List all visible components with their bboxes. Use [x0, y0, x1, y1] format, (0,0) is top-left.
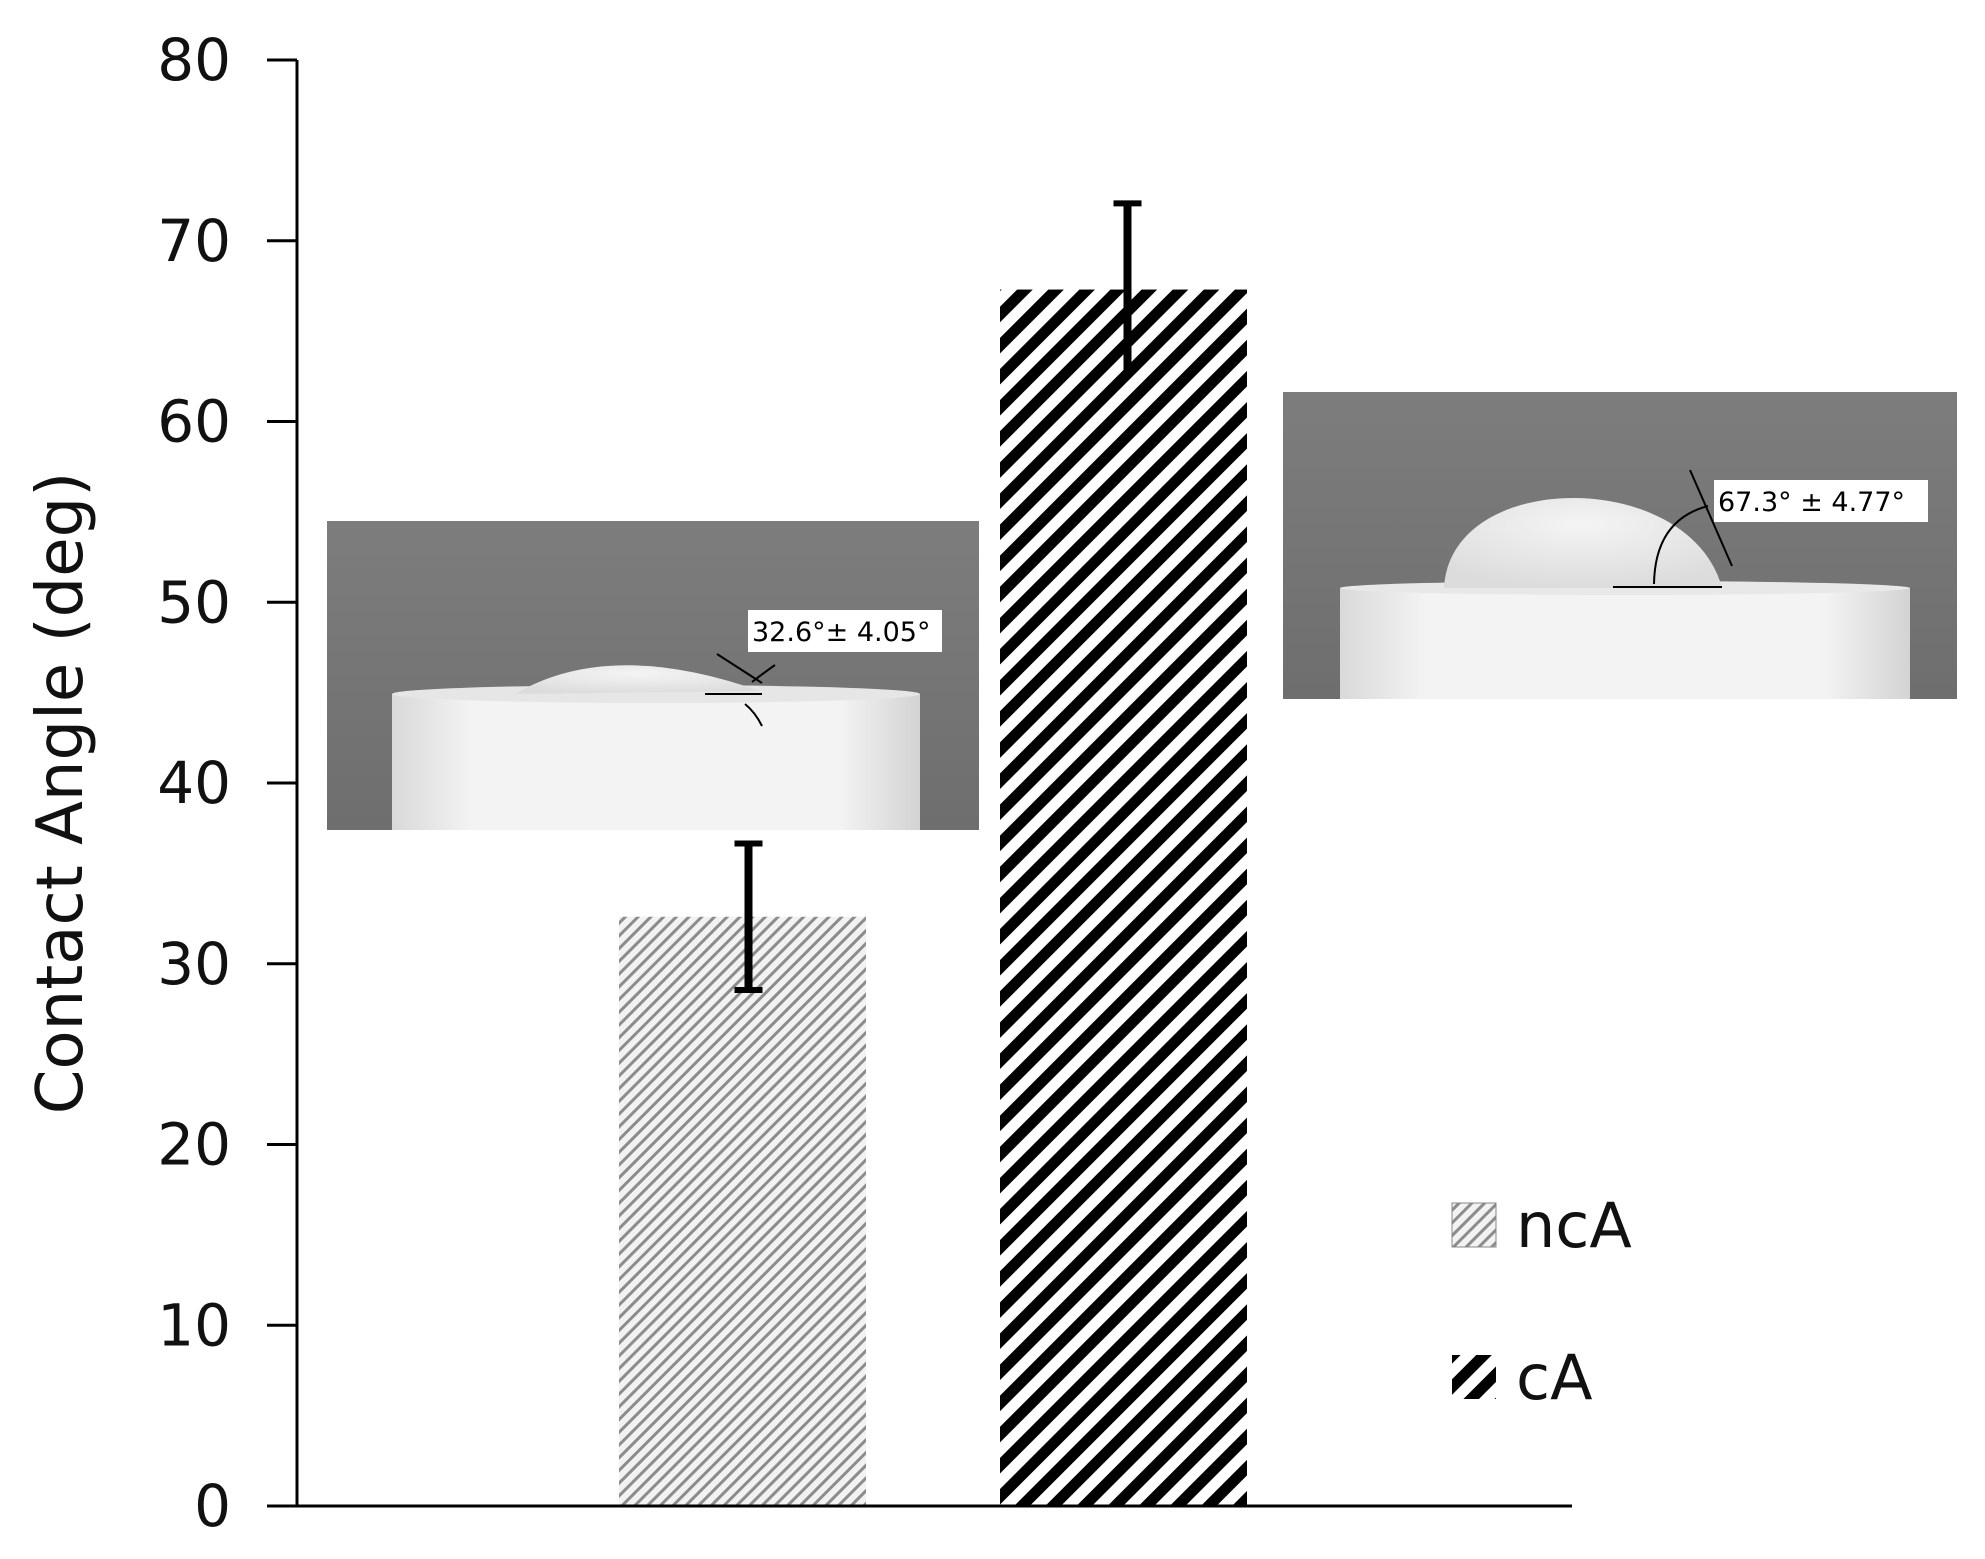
legend-label-cA: cA	[1516, 1341, 1593, 1414]
y-tick-label-80: 80	[157, 26, 231, 94]
axes-layer: 0 10 20 30 40 50 60 70 80 Contact Angle (deg)	[24, 26, 1572, 1540]
y-tick-label-70: 70	[157, 207, 231, 275]
y-tick-label-50: 50	[157, 568, 231, 636]
droplet-photo-cA: 67.3° ± 4.77°	[1283, 392, 1957, 699]
legend-label-ncA: ncA	[1516, 1189, 1632, 1262]
errorbars-layer	[734, 200, 1142, 993]
y-tick-label-60: 60	[157, 388, 231, 456]
y-tick-label-10: 10	[157, 1291, 231, 1359]
y-tick-label-0: 0	[194, 1472, 231, 1540]
bar-cA	[1000, 289, 1247, 1506]
y-tick-label-20: 20	[157, 1111, 231, 1179]
bar-ncA	[619, 916, 866, 1506]
inset-label-cA: 67.3° ± 4.77°	[1718, 487, 1905, 518]
legend: ncA cA	[1451, 1189, 1632, 1414]
y-axis-title: Contact Angle (deg)	[24, 472, 98, 1114]
y-tick-label-40: 40	[157, 749, 231, 817]
droplet-photo-ncA: 32.6°± 4.05°	[327, 521, 979, 830]
legend-swatch-ncA	[1451, 1202, 1497, 1248]
legend-swatch-cA	[1452, 1355, 1496, 1399]
inset-label-ncA: 32.6°± 4.05°	[752, 617, 930, 648]
y-tick-label-30: 30	[157, 930, 231, 998]
bars-layer	[619, 289, 1247, 1506]
